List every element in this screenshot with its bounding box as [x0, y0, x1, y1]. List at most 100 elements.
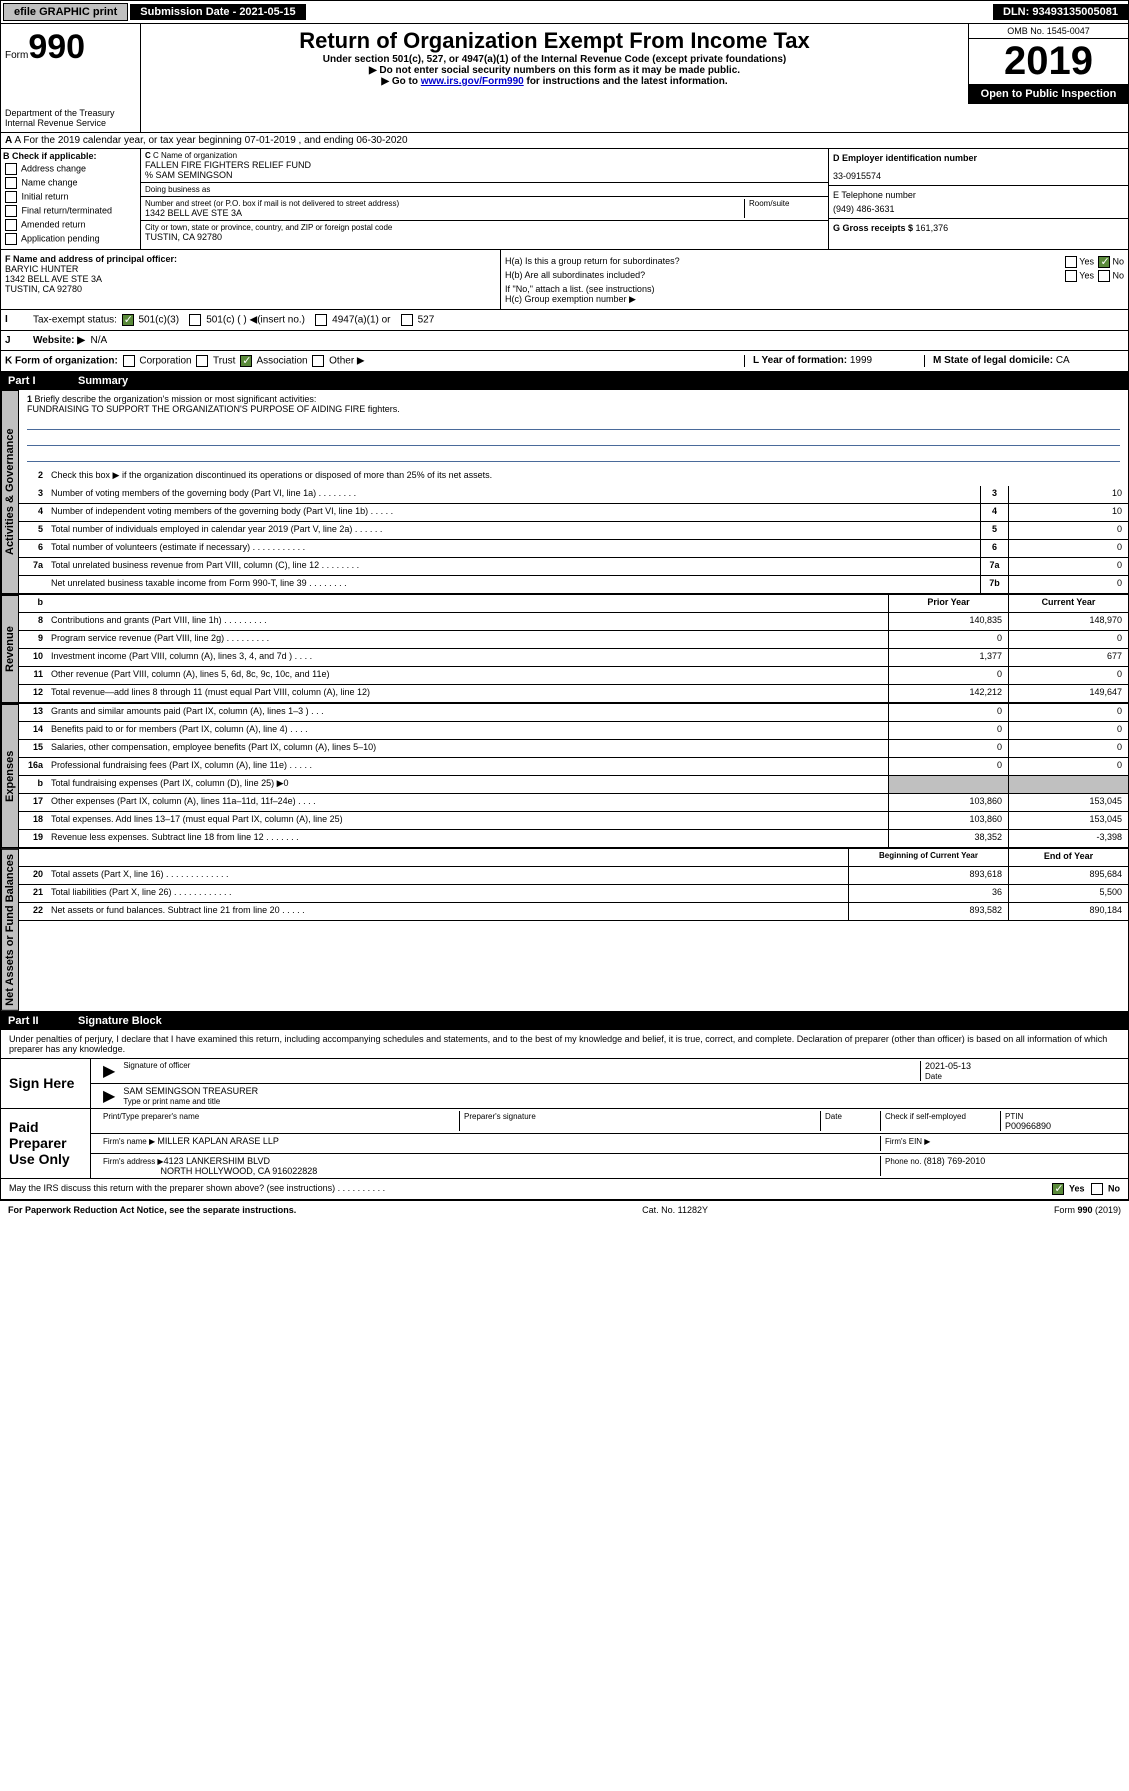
- officer-label: F Name and address of principal officer:: [5, 254, 177, 264]
- table-row: 6Total number of volunteers (estimate if…: [19, 540, 1128, 558]
- arrow-icon: ▶: [99, 1086, 119, 1106]
- checkbox-amended[interactable]: [5, 219, 17, 231]
- street-address: 1342 BELL AVE STE 3A: [145, 208, 744, 218]
- discuss-no[interactable]: [1091, 1183, 1103, 1195]
- mission-text: FUNDRAISING TO SUPPORT THE ORGANIZATION'…: [27, 404, 400, 414]
- col-b-checkboxes: B Check if applicable: Address change Na…: [1, 149, 141, 249]
- firm-name: MILLER KAPLAN ARASE LLP: [157, 1136, 279, 1146]
- current-year-header: Current Year: [1008, 595, 1128, 612]
- cb-assoc[interactable]: [240, 355, 252, 367]
- hb-label: H(b) Are all subordinates included?: [505, 270, 645, 282]
- form-note1: ▶ Do not enter social security numbers o…: [145, 65, 964, 76]
- cb-501c[interactable]: [189, 314, 201, 326]
- form-title: Return of Organization Exempt From Incom…: [145, 28, 964, 54]
- efile-button[interactable]: efile GRAPHIC print: [3, 3, 128, 21]
- checkbox-final-return[interactable]: [5, 205, 17, 217]
- hb-no[interactable]: [1098, 270, 1110, 282]
- cb-other[interactable]: [312, 355, 324, 367]
- checkbox-name-change[interactable]: [5, 177, 17, 189]
- ein-label: D Employer identification number: [833, 153, 977, 163]
- year-formation: 1999: [850, 355, 872, 366]
- section-a-taxyear: A A For the 2019 calendar year, or tax y…: [0, 132, 1129, 149]
- revenue-section: Revenue b Prior Year Current Year 8Contr…: [0, 594, 1129, 703]
- signature-block: Under penalties of perjury, I declare th…: [0, 1030, 1129, 1200]
- table-row: 18Total expenses. Add lines 13–17 (must …: [19, 812, 1128, 830]
- tab-netassets: Net Assets or Fund Balances: [1, 849, 19, 1011]
- irs-link[interactable]: www.irs.gov/Form990: [421, 76, 524, 87]
- submission-date: Submission Date - 2021-05-15: [130, 4, 305, 20]
- tab-expenses: Expenses: [1, 704, 19, 848]
- part1-header: Part I Summary: [0, 372, 1129, 390]
- row-fh: F Name and address of principal officer:…: [0, 250, 1129, 310]
- officer-name: BARYIC HUNTER: [5, 264, 78, 274]
- website: N/A: [91, 335, 108, 346]
- discuss-yes[interactable]: [1052, 1183, 1064, 1195]
- checkbox-initial-return[interactable]: [5, 191, 17, 203]
- gross-receipts: 161,376: [916, 223, 949, 233]
- row-i-tax-status: I Tax-exempt status: 501(c)(3) 501(c) ( …: [0, 310, 1129, 331]
- col-d-ids: D Employer identification number 33-0915…: [828, 149, 1128, 249]
- block-bcd: B Check if applicable: Address change Na…: [0, 149, 1129, 250]
- hb-yes[interactable]: [1065, 270, 1077, 282]
- city-state-zip: TUSTIN, CA 92780: [145, 232, 824, 242]
- care-of: % SAM SEMINGSON: [145, 170, 824, 180]
- netassets-section: Net Assets or Fund Balances Beginning of…: [0, 848, 1129, 1012]
- checkbox-application-pending[interactable]: [5, 233, 17, 245]
- ein: 33-0915574: [833, 171, 1124, 181]
- table-row: 22Net assets or fund balances. Subtract …: [19, 903, 1128, 921]
- footer-catno: Cat. No. 11282Y: [642, 1205, 708, 1215]
- tax-year: 2019: [969, 39, 1128, 84]
- footer-left: For Paperwork Reduction Act Notice, see …: [8, 1205, 296, 1215]
- table-row: 8Contributions and grants (Part VIII, li…: [19, 613, 1128, 631]
- cb-4947[interactable]: [315, 314, 327, 326]
- expenses-section: Expenses 13Grants and similar amounts pa…: [0, 703, 1129, 848]
- ha-yes[interactable]: [1065, 256, 1077, 268]
- cb-501c3[interactable]: [122, 314, 134, 326]
- discuss-row: May the IRS discuss this return with the…: [1, 1178, 1128, 1199]
- end-year-header: End of Year: [1008, 849, 1128, 866]
- phone: (949) 486-3631: [833, 204, 1124, 214]
- dln: DLN: 93493135005081: [993, 4, 1128, 20]
- form-header: Form990 Return of Organization Exempt Fr…: [0, 24, 1129, 104]
- org-name: FALLEN FIRE FIGHTERS RELIEF FUND: [145, 160, 824, 170]
- tab-revenue: Revenue: [1, 595, 19, 703]
- firm-phone: (818) 769-2010: [924, 1156, 986, 1166]
- col-c-org-info: C C Name of organization FALLEN FIRE FIG…: [141, 149, 828, 249]
- hc-label: H(c) Group exemption number ▶: [505, 294, 1124, 305]
- ha-label: H(a) Is this a group return for subordin…: [505, 256, 680, 268]
- table-row: 12Total revenue—add lines 8 through 11 (…: [19, 685, 1128, 703]
- officer-addr1: 1342 BELL AVE STE 3A: [5, 274, 102, 284]
- row-j-website: J Website: ▶ N/A: [0, 331, 1129, 351]
- checkbox-address-change[interactable]: [5, 163, 17, 175]
- tab-governance: Activities & Governance: [1, 390, 19, 594]
- table-row: bTotal fundraising expenses (Part IX, co…: [19, 776, 1128, 794]
- dept-treasury: Department of the Treasury Internal Reve…: [1, 104, 141, 132]
- form-subtitle: Under section 501(c), 527, or 4947(a)(1)…: [145, 54, 964, 65]
- open-public-badge: Open to Public Inspection: [969, 84, 1128, 104]
- perjury-text: Under penalties of perjury, I declare th…: [1, 1030, 1128, 1058]
- table-row: 19Revenue less expenses. Subtract line 1…: [19, 830, 1128, 848]
- part2-header: Part II Signature Block: [0, 1012, 1129, 1030]
- begin-year-header: Beginning of Current Year: [848, 849, 1008, 866]
- table-row: Net unrelated business taxable income fr…: [19, 576, 1128, 594]
- table-row: 5Total number of individuals employed in…: [19, 522, 1128, 540]
- note2-post: for instructions and the latest informat…: [524, 76, 728, 87]
- table-row: 13Grants and similar amounts paid (Part …: [19, 704, 1128, 722]
- firm-addr: 4123 LANKERSHIM BLVD: [164, 1156, 270, 1166]
- phone-label: E Telephone number: [833, 190, 916, 200]
- cb-527[interactable]: [401, 314, 413, 326]
- ha-no[interactable]: [1098, 256, 1110, 268]
- state-domicile: CA: [1056, 355, 1070, 366]
- cb-corp[interactable]: [123, 355, 135, 367]
- table-row: 11Other revenue (Part VIII, column (A), …: [19, 667, 1128, 685]
- table-row: 21Total liabilities (Part X, line 26) . …: [19, 885, 1128, 903]
- officer-sig-name: SAM SEMINGSON TREASURER: [123, 1086, 258, 1096]
- cb-trust[interactable]: [196, 355, 208, 367]
- section-a-text: A For the 2019 calendar year, or tax yea…: [14, 135, 407, 146]
- ptin: P00966890: [1005, 1121, 1051, 1131]
- table-row: 16aProfessional fundraising fees (Part I…: [19, 758, 1128, 776]
- officer-addr2: TUSTIN, CA 92780: [5, 284, 82, 294]
- sign-date: 2021-05-13: [925, 1061, 971, 1071]
- table-row: 7aTotal unrelated business revenue from …: [19, 558, 1128, 576]
- note2-pre: ▶ Go to: [381, 76, 420, 87]
